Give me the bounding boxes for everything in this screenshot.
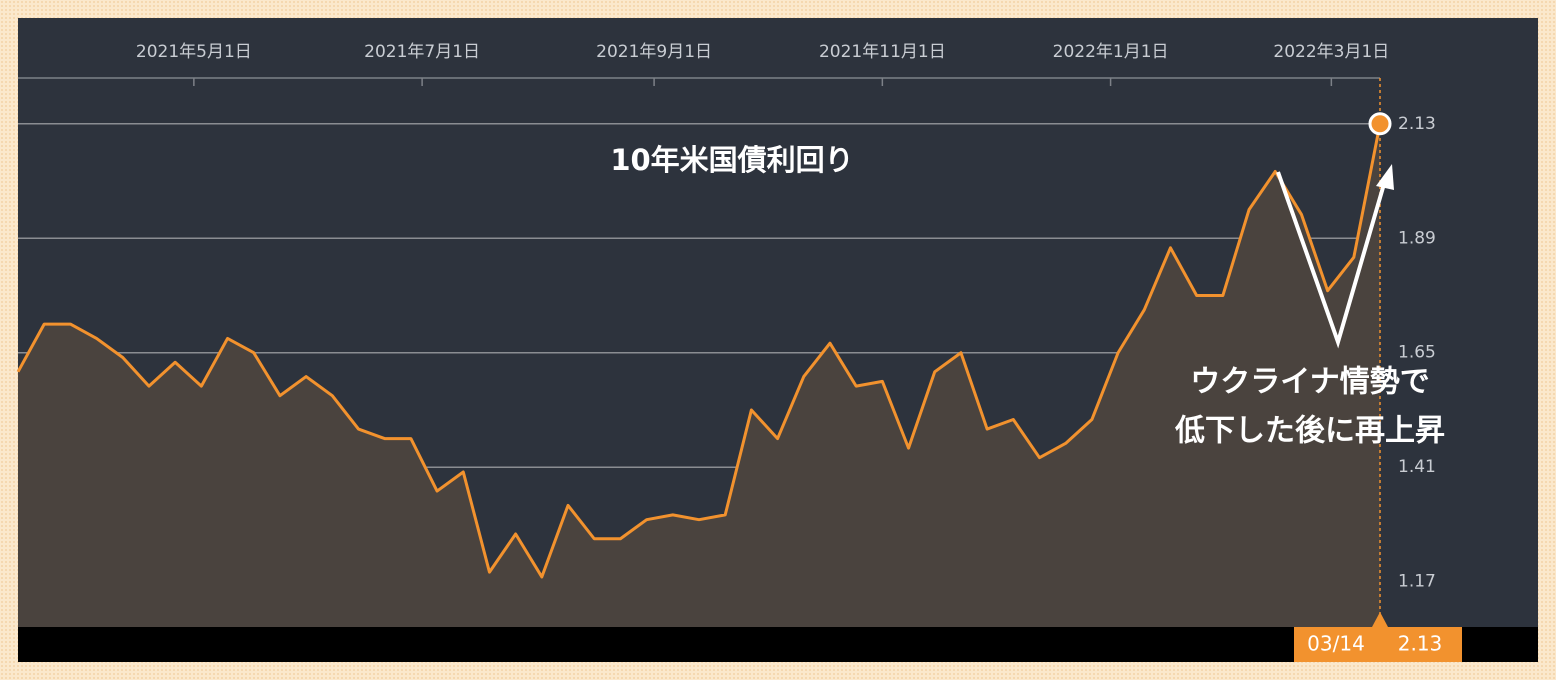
crosshair-box (1294, 627, 1462, 662)
x-tick-label: 2021年11月1日 (819, 42, 946, 62)
chart-title: 10年米国債利回り (610, 143, 853, 177)
annotation: 低下した後に再上昇 (1174, 414, 1445, 449)
y-tick-label: 2.13 (1398, 114, 1436, 134)
y-tick-label: 1.17 (1398, 572, 1436, 592)
x-tick-label: 2021年9月1日 (596, 42, 712, 62)
crosshair-date: 03/14 (1307, 632, 1365, 656)
y-tick-label: 1.89 (1398, 228, 1436, 248)
end-marker (1368, 112, 1392, 136)
line (16, 123, 1382, 579)
area-fill (18, 123, 1380, 628)
x-tick-label: 2022年3月1日 (1273, 42, 1389, 62)
y-tick-label: 1.41 (1398, 457, 1436, 477)
x-tick-label: 2022年1月1日 (1053, 42, 1169, 62)
bottom-bar (18, 627, 1538, 662)
annotation-arrow (1276, 164, 1394, 349)
crosshair-value: 2.13 (1398, 632, 1443, 656)
crosshair-pointer (1372, 612, 1388, 627)
x-tick-label: 2021年7月1日 (364, 42, 480, 62)
x-tick-label: 2021年5月1日 (136, 42, 252, 62)
layer: 1.17 1.41 1.65 1.89 2.13 2021年5月1日 2021年7月1日 20… (16, 42, 1436, 628)
y-tick-label: 1.65 (1398, 343, 1436, 363)
annotation: ウクライナ情勢で (1190, 365, 1429, 400)
